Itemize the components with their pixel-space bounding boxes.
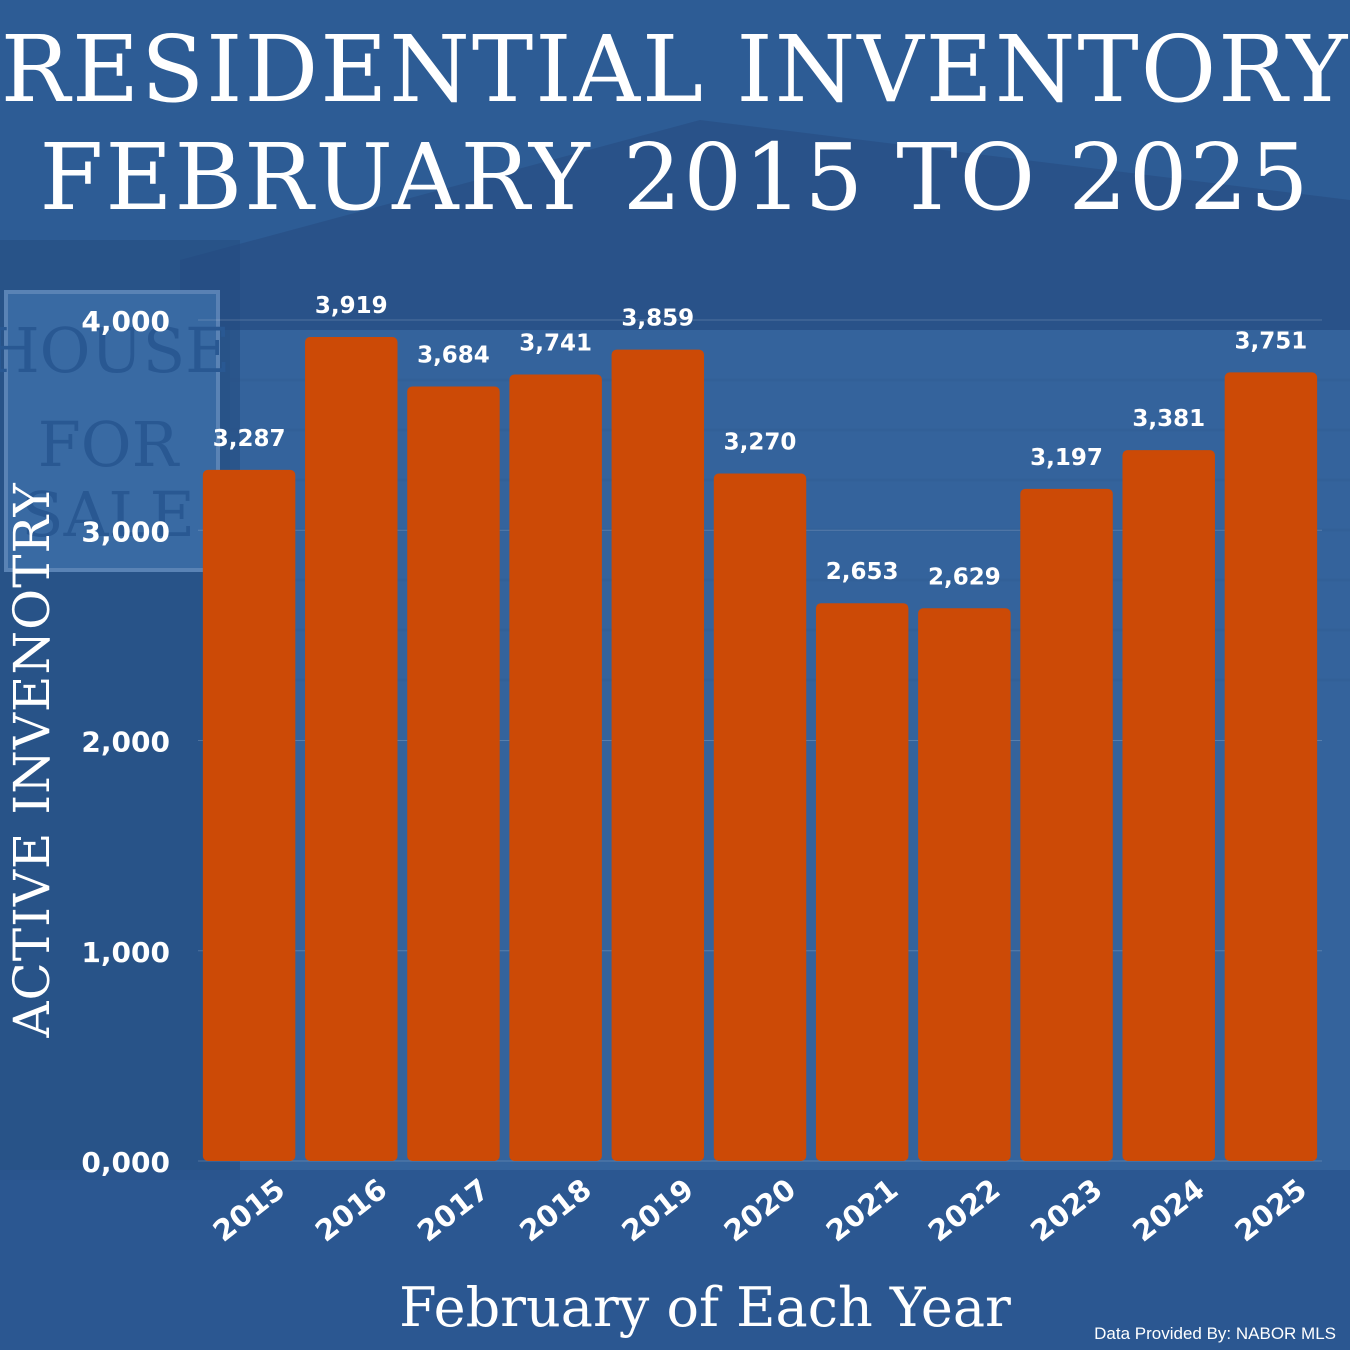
- bar: [1020, 488, 1113, 1161]
- x-tick-label: 2025: [1228, 1172, 1313, 1248]
- y-tick-label: 2,000: [81, 726, 170, 759]
- y-tick-label: 3,000: [81, 515, 170, 548]
- x-tick-label: 2018: [513, 1172, 598, 1248]
- x-axis-label: February of Each Year: [399, 1276, 1011, 1339]
- x-tick-label: 2022: [922, 1172, 1007, 1248]
- y-tick-label: 0,000: [81, 1146, 170, 1179]
- bar-value-label: 3,287: [213, 426, 286, 452]
- bar: [407, 386, 500, 1162]
- bar: [611, 349, 705, 1161]
- bar: [815, 603, 909, 1161]
- bar-value-label: 2,653: [826, 559, 899, 585]
- bar: [1122, 450, 1215, 1161]
- sign-line1: HOUSE: [0, 314, 230, 387]
- bar-value-label: 3,859: [621, 306, 694, 332]
- x-tick-label: 2016: [309, 1172, 394, 1248]
- x-tick-label: 2023: [1024, 1172, 1109, 1248]
- x-tick-label: 2015: [207, 1172, 292, 1248]
- x-tick-label: 2024: [1126, 1172, 1211, 1248]
- bar-value-label: 2,629: [928, 564, 1001, 590]
- bar-value-label: 3,741: [519, 330, 592, 356]
- y-tick-labels: 0,000 1,000 2,000 3,000 4,000: [81, 305, 170, 1179]
- chart-title-line1: RESIDENTIAL INVENTORY: [0, 16, 1350, 123]
- bar: [713, 473, 807, 1161]
- x-tick-label: 2017: [411, 1172, 496, 1248]
- x-tick-label: 2019: [615, 1172, 700, 1248]
- bar-value-label: 3,919: [315, 293, 388, 319]
- sign-line3: SALE: [21, 478, 195, 551]
- bar-value-label: 3,684: [417, 342, 490, 368]
- bar: [202, 469, 296, 1161]
- bar-value-label: 3,381: [1132, 406, 1205, 432]
- y-tick-label: 4,000: [81, 305, 170, 338]
- bar-value-labels: 3,287 3,919 3,684 3,741 3,859 3,270 2,653 2,629…: [213, 293, 1308, 590]
- bar: [1224, 372, 1318, 1161]
- y-axis-label: ACTIVE INVENOTRY: [3, 482, 61, 1038]
- bar: [509, 374, 602, 1162]
- x-tick-labels: 2015 2016 2017 2018 2019 2020 2021 2022 2023 2024…: [207, 1172, 1313, 1248]
- y-tick-label: 1,000: [81, 936, 170, 969]
- bars: [202, 337, 1318, 1162]
- sign-line2: FOR: [38, 408, 181, 481]
- bar: [918, 608, 1011, 1161]
- bar-value-label: 3,270: [724, 429, 797, 455]
- chart-title-line2: FEBRUARY 2015 TO 2025: [39, 124, 1311, 231]
- bar-value-label: 3,197: [1030, 445, 1103, 471]
- x-tick-label: 2020: [718, 1172, 803, 1248]
- sale-sign: HOUSE FOR SALE: [0, 290, 230, 572]
- data-credit: Data Provided By: NABOR MLS: [1094, 1324, 1336, 1343]
- bar-value-label: 3,751: [1235, 328, 1308, 354]
- bar: [305, 337, 398, 1161]
- x-tick-label: 2021: [820, 1172, 905, 1248]
